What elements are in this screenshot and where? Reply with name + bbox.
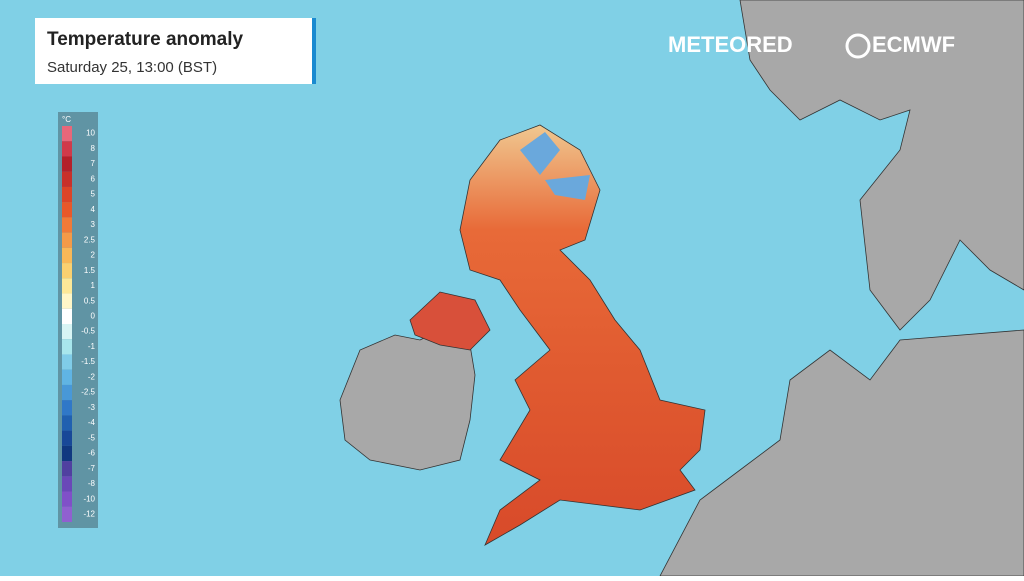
legend-swatch <box>62 324 72 340</box>
legend-label: 7 <box>91 159 96 168</box>
legend-swatch <box>62 247 72 264</box>
legend-label: -6 <box>88 449 96 458</box>
title: Temperature anomaly <box>47 29 243 50</box>
legend-swatch <box>62 506 72 522</box>
legend-label: 10 <box>86 129 95 138</box>
legend-label: -10 <box>83 494 95 503</box>
ecmwf-icon <box>845 33 871 59</box>
meteored-logo: METEORED <box>668 32 793 57</box>
legend-swatch <box>62 491 72 507</box>
header-accent <box>312 18 316 84</box>
legend-label: -1.5 <box>81 357 95 366</box>
legend-label: 1 <box>91 281 96 290</box>
legend-swatch <box>62 217 72 233</box>
legend-label: -1 <box>88 342 96 351</box>
legend-swatch <box>62 293 72 309</box>
legend-label: 1.5 <box>84 266 96 275</box>
legend-label: 6 <box>91 174 96 183</box>
legend-label: 4 <box>91 205 96 214</box>
legend-label: -7 <box>88 464 96 473</box>
great-britain <box>459 124 706 546</box>
ecmwf-logo: ECMWF <box>872 32 955 57</box>
legend-swatch <box>62 400 72 416</box>
legend-swatch <box>62 430 72 446</box>
subtitle: Saturday 25, 13:00 (BST) <box>47 59 217 76</box>
legend-label: 0.5 <box>84 296 96 305</box>
legend-swatch <box>62 278 72 294</box>
legend-label: 0 <box>91 311 96 320</box>
legend-label: 2.5 <box>84 235 96 244</box>
legend-label: 3 <box>91 220 96 229</box>
legend-swatch <box>62 156 72 172</box>
legend-label: -4 <box>88 418 96 427</box>
legend-label: -2.5 <box>81 388 95 397</box>
legend-label: -2 <box>88 372 96 381</box>
header-box <box>35 18 316 84</box>
legend-swatch <box>62 141 72 157</box>
legend-swatch <box>62 461 72 477</box>
northern-ireland <box>409 291 491 351</box>
scandinavia <box>739 0 1024 331</box>
legend-swatch <box>62 354 72 370</box>
legend-label: 8 <box>91 144 96 153</box>
legend-swatch <box>62 263 72 279</box>
legend-swatch <box>62 415 72 431</box>
legend-swatch <box>62 369 72 385</box>
legend-label: -5 <box>88 433 96 442</box>
legend-swatch <box>62 232 72 248</box>
legend-unit: °C <box>62 115 71 124</box>
legend-swatch <box>62 308 72 324</box>
legend-swatch <box>62 384 72 401</box>
legend: 10 8 7 6 5 4 3 2.5 2 1.5 1 0.5 0 -0.5 -1 -1.5 -2 -2.5 -3 -4… <box>62 126 96 522</box>
legend-swatch <box>62 476 72 492</box>
legend-label: -12 <box>83 509 95 518</box>
cold-anomaly <box>520 132 590 200</box>
legend-swatch <box>62 445 72 462</box>
legend-label: -3 <box>88 403 96 412</box>
legend-swatch <box>62 171 72 187</box>
ireland <box>339 329 476 471</box>
legend-label: -8 <box>88 479 96 488</box>
legend-label: -0.5 <box>81 327 95 336</box>
legend-label: 5 <box>91 190 96 199</box>
legend-swatch <box>62 186 72 203</box>
legend-label: 2 <box>91 251 96 260</box>
legend-swatch <box>62 202 72 218</box>
legend-swatch <box>62 126 72 142</box>
legend-swatch <box>62 339 72 355</box>
